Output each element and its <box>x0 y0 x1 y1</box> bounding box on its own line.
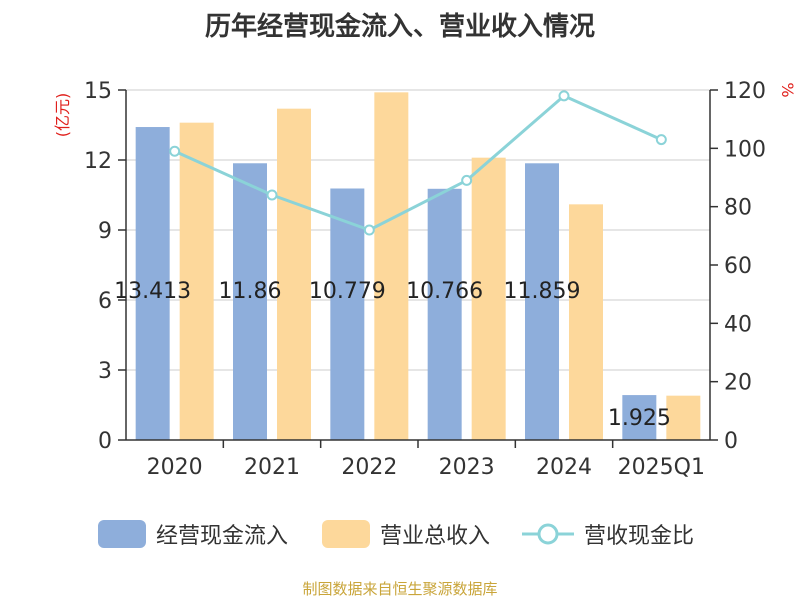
legend-item-ratio[interactable]: 营收现金比 <box>522 518 694 550</box>
ratio-point <box>266 189 278 201</box>
ratio-point <box>558 90 570 102</box>
bar-revenue <box>374 92 409 440</box>
bar-cash-inflow <box>233 163 267 440</box>
right-tick-label: 120 <box>724 79 766 104</box>
right-tick-label: 40 <box>724 312 752 337</box>
bar-cash-inflow <box>622 395 657 440</box>
data-label-cash-inflow: 11.859 <box>504 279 581 304</box>
left-axis-unit-label: (亿元) <box>53 93 72 138</box>
x-tick-label: 2024 <box>536 455 592 480</box>
legend-label-revenue: 营业总收入 <box>380 524 491 549</box>
left-tick-label: 9 <box>98 219 112 244</box>
ratio-line <box>174 94 662 232</box>
bar-revenue <box>569 204 603 440</box>
x-tick-label: 2022 <box>341 455 397 480</box>
data-label-cash-inflow: 10.779 <box>309 279 386 304</box>
legend-line-ratio-icon <box>522 520 574 548</box>
bar-cash-inflow <box>427 188 462 440</box>
right-tick-label: 60 <box>724 254 752 279</box>
source-note: 制图数据来自恒生聚源数据库 <box>302 580 498 598</box>
ratio-point <box>655 134 667 146</box>
axis-layer: 0 3 6 9 12 15 0 20 40 60 80 100 120 (亿元)% 2020 2021 2022… <box>53 79 797 480</box>
legend-item-revenue[interactable]: 营业总收入 <box>322 518 490 550</box>
right-axis-unit-label: % <box>778 82 797 97</box>
left-tick-label: 3 <box>98 359 112 384</box>
x-tick-label: 2020 <box>147 455 203 480</box>
right-tick-label: 0 <box>724 429 738 454</box>
bar-cash-inflow <box>135 127 170 440</box>
legend-label-ratio: 营收现金比 <box>584 524 695 549</box>
right-tick-label: 100 <box>724 137 766 162</box>
left-tick-label: 15 <box>84 79 112 104</box>
bar-cash-inflow <box>525 163 559 441</box>
left-tick-label: 0 <box>98 429 112 454</box>
bar-revenue <box>277 108 311 441</box>
data-label-cash-inflow: 1.925 <box>608 406 671 431</box>
legend-item-cash-inflow[interactable]: 经营现金流入 <box>98 518 288 550</box>
bar-revenue <box>471 157 506 440</box>
bar-cash-inflow <box>330 188 365 440</box>
data-label-cash-inflow: 13.413 <box>114 279 191 304</box>
right-tick-label: 20 <box>724 371 752 396</box>
legend-swatch-cash-inflow <box>98 520 146 548</box>
bar-revenue <box>179 122 214 441</box>
x-tick-label: 2021 <box>244 455 300 480</box>
data-label-cash-inflow: 11.86 <box>219 279 282 304</box>
x-tick-label: 2023 <box>439 455 495 480</box>
legend-label-cash-inflow: 经营现金流入 <box>156 524 289 549</box>
label-layer: 13.413 11.86 10.779 10.766 11.859 1.925 <box>114 279 671 431</box>
legend-swatch-revenue <box>322 520 370 548</box>
left-tick-label: 6 <box>98 289 112 314</box>
left-tick-label: 12 <box>84 149 112 174</box>
ratio-point <box>363 224 375 236</box>
x-tick-label: 2025Q1 <box>618 455 705 480</box>
grid-layer <box>126 89 710 371</box>
line-layer <box>169 90 667 236</box>
chart-title: 历年经营现金流入、营业收入情况 <box>204 12 595 42</box>
bar-revenue <box>666 395 701 440</box>
right-tick-label: 80 <box>724 196 752 221</box>
bar-layer <box>135 92 701 441</box>
data-label-cash-inflow: 10.766 <box>406 279 483 304</box>
ratio-point <box>461 174 473 186</box>
ratio-point <box>169 145 181 157</box>
